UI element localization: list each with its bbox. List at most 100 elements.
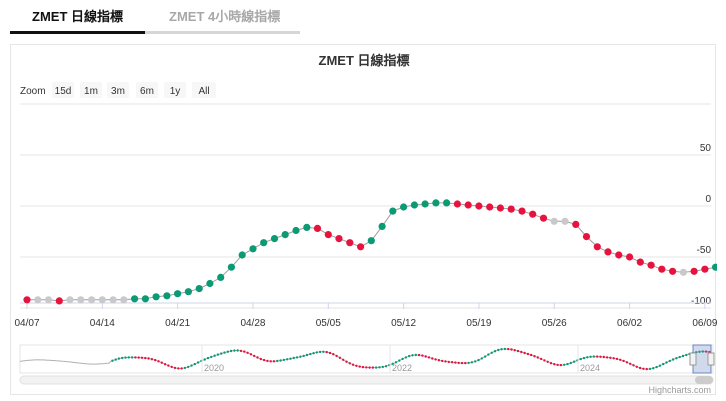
data-point[interactable] xyxy=(55,297,63,305)
data-point[interactable] xyxy=(23,296,31,304)
data-point[interactable] xyxy=(378,222,386,230)
scrollbar-track[interactable] xyxy=(19,375,714,385)
data-point[interactable] xyxy=(679,268,688,276)
y-tick-label: 0 xyxy=(705,194,711,205)
navigator-dot xyxy=(533,355,536,358)
zoom-button-3m[interactable]: 3m xyxy=(107,82,129,98)
tab-4hour[interactable]: ZMET 4小時線指標 xyxy=(169,9,281,24)
data-point[interactable] xyxy=(669,267,677,275)
data-point[interactable] xyxy=(324,231,332,239)
data-point[interactable] xyxy=(507,205,515,213)
data-point[interactable] xyxy=(206,279,214,288)
data-point[interactable] xyxy=(486,203,494,211)
navigator-dot xyxy=(365,366,368,369)
data-point[interactable] xyxy=(141,295,149,303)
data-point[interactable] xyxy=(518,207,526,215)
navigator[interactable]: 2020 2022 2024 xyxy=(19,344,715,374)
data-point[interactable] xyxy=(313,224,322,232)
data-point[interactable] xyxy=(227,263,235,271)
data-point[interactable] xyxy=(626,253,634,261)
data-point[interactable] xyxy=(443,199,451,207)
data-point[interactable] xyxy=(410,201,418,209)
navigator-dot xyxy=(157,360,160,363)
data-point[interactable] xyxy=(152,293,160,301)
data-point[interactable] xyxy=(701,265,709,273)
data-point[interactable] xyxy=(120,296,128,304)
data-point[interactable] xyxy=(131,295,139,303)
data-point[interactable] xyxy=(367,237,375,245)
data-point[interactable] xyxy=(464,201,472,209)
data-point[interactable] xyxy=(421,200,429,208)
data-point[interactable] xyxy=(217,273,225,281)
data-point[interactable] xyxy=(432,199,440,207)
zoom-button-6m[interactable]: 6m xyxy=(136,82,158,98)
data-point[interactable] xyxy=(550,217,558,225)
data-point[interactable] xyxy=(34,296,42,304)
zoom-button-All[interactable]: All xyxy=(192,82,216,98)
navigator-dot xyxy=(681,354,685,358)
data-point[interactable] xyxy=(690,267,698,275)
data-point[interactable] xyxy=(292,226,300,235)
data-point[interactable] xyxy=(572,220,580,228)
data-point[interactable] xyxy=(270,235,279,243)
navigator-scrollbar[interactable] xyxy=(19,375,714,385)
data-point[interactable] xyxy=(389,207,397,215)
data-point[interactable] xyxy=(712,263,717,271)
zoom-button-1y[interactable]: 1y xyxy=(164,82,186,98)
data-point[interactable] xyxy=(647,261,655,269)
navigator-dot xyxy=(563,363,566,366)
navigator-dot xyxy=(460,361,464,365)
data-point[interactable] xyxy=(475,202,483,210)
zoom-button-15d[interactable]: 15d xyxy=(52,82,74,98)
data-point[interactable] xyxy=(109,296,117,304)
navigator-dot xyxy=(523,351,526,355)
data-point[interactable] xyxy=(539,214,548,222)
navigator-dot xyxy=(371,366,375,369)
navigator-dot xyxy=(507,347,510,351)
data-point[interactable] xyxy=(281,231,289,239)
scrollbar-thumb[interactable] xyxy=(695,376,713,384)
data-point[interactable] xyxy=(238,251,246,259)
data-point[interactable] xyxy=(88,296,96,304)
tab-daily[interactable]: ZMET 日線指標 xyxy=(32,9,123,24)
data-point[interactable] xyxy=(346,239,354,247)
data-point[interactable] xyxy=(174,290,182,298)
data-point[interactable] xyxy=(615,251,623,259)
data-point[interactable] xyxy=(400,203,408,211)
navigator-dot xyxy=(384,365,388,368)
navigator-handle-right[interactable] xyxy=(707,352,715,366)
navigator-dot xyxy=(167,364,170,367)
data-point[interactable] xyxy=(303,223,311,231)
data-point[interactable] xyxy=(582,233,591,241)
data-point[interactable] xyxy=(593,243,601,251)
data-point[interactable] xyxy=(44,296,53,304)
navigator-handle-left[interactable] xyxy=(689,352,697,366)
navigator-dot xyxy=(605,356,609,359)
data-point[interactable] xyxy=(184,288,192,296)
data-point[interactable] xyxy=(195,285,203,293)
navigator-dot xyxy=(662,362,665,366)
data-point[interactable] xyxy=(658,265,666,273)
data-point[interactable] xyxy=(561,217,569,225)
navigator-dot xyxy=(114,358,117,361)
zoom-button-1m[interactable]: 1m xyxy=(80,82,102,98)
data-point[interactable] xyxy=(163,292,171,300)
data-point[interactable] xyxy=(604,248,612,256)
navigator-dot xyxy=(546,360,549,363)
data-point[interactable] xyxy=(636,258,644,266)
data-point[interactable] xyxy=(77,296,85,304)
data-point[interactable] xyxy=(249,245,257,253)
data-point[interactable] xyxy=(260,239,268,247)
data-point[interactable] xyxy=(496,204,504,212)
data-point[interactable] xyxy=(335,235,343,243)
data-point[interactable] xyxy=(453,200,461,208)
navigator-dot xyxy=(510,348,513,351)
x-tick-label: 05/12 xyxy=(391,318,416,329)
data-point[interactable] xyxy=(357,243,365,251)
data-point[interactable] xyxy=(66,296,74,304)
data-point[interactable] xyxy=(529,210,537,218)
navigator-dot xyxy=(124,356,127,359)
navigator-dot xyxy=(368,366,371,369)
chart-credits[interactable]: Highcharts.com xyxy=(648,385,711,395)
data-point[interactable] xyxy=(98,296,106,304)
